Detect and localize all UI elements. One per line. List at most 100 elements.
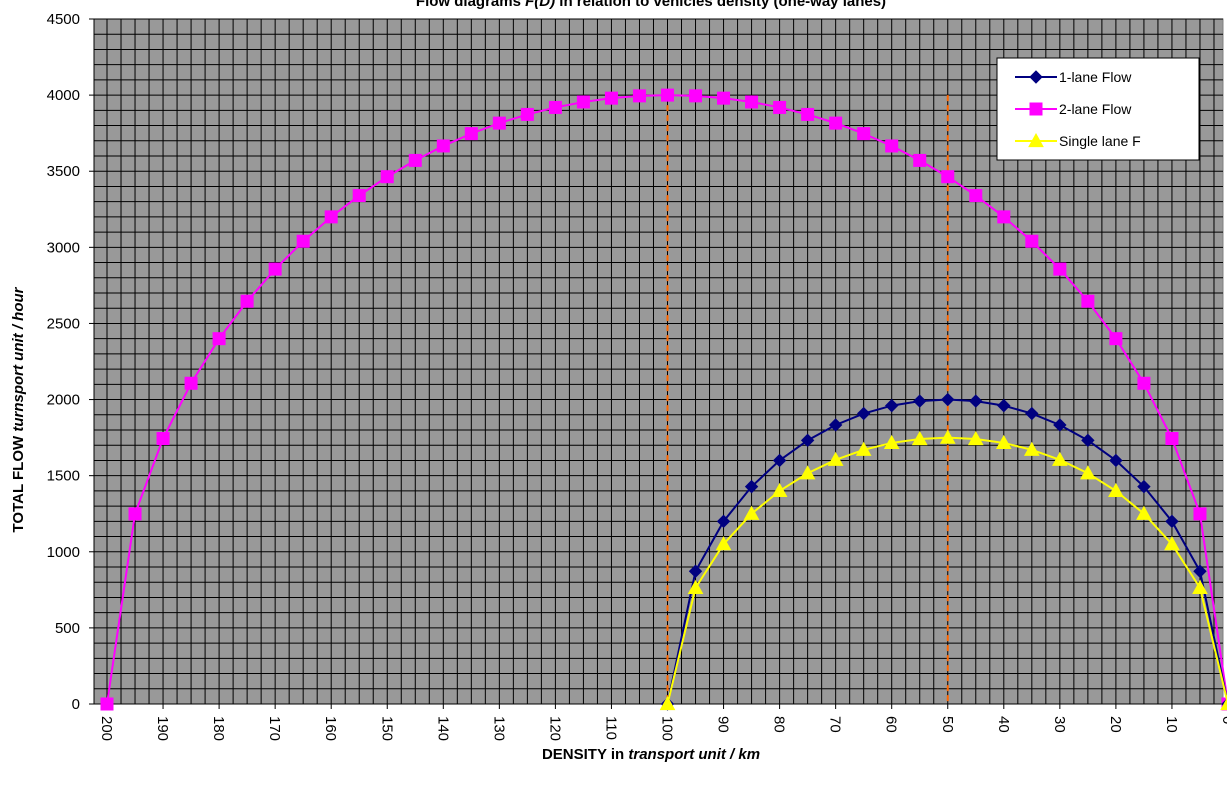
single-lane-f-point: [995, 434, 1012, 450]
2-lane-flow-point: [408, 153, 422, 167]
2-lane-flow-point: [1081, 294, 1095, 308]
y-tick-label: 2500: [47, 315, 80, 332]
single-lane-f-point: [1136, 505, 1152, 520]
y-tick-label: 2000: [47, 392, 80, 409]
2-lane-flow-point: [100, 697, 114, 711]
2-lane-flow-point: [352, 189, 366, 203]
1-lane-flow-point: [884, 398, 899, 413]
legend: 1-lane Flow 2-lane Flow Single lane F: [996, 57, 1200, 161]
y-tick-label: 4500: [47, 11, 80, 28]
y-axis-ticks: 0 500 1000 1500 2000 2500 3000 3500 4000 4500: [47, 11, 94, 713]
x-tick-label: 50: [939, 716, 956, 733]
single-lane-f-point: [1192, 579, 1208, 594]
2-lane-flow-point: [548, 100, 562, 114]
2-lane-flow-point: [801, 107, 815, 121]
2-lane-flow-point: [1193, 507, 1207, 521]
series-2-lane-flow: [100, 88, 1227, 711]
chart-title: Flow diagrams F(D) in relation to vehicl…: [416, 0, 886, 10]
single-lane-f-point: [799, 465, 816, 480]
y-axis-title: TOTAL FLOW turnsport unit / hour: [10, 286, 27, 532]
2-lane-flow-point: [997, 210, 1011, 224]
1-lane-flow-point: [969, 394, 983, 408]
2-lane-flow-point: [717, 91, 731, 105]
x-tick-label: 160: [322, 716, 339, 741]
2-lane-flow-point: [941, 170, 955, 184]
y-tick-label: 1000: [47, 544, 80, 561]
x-tick-label: 130: [490, 716, 507, 741]
1-lane-flow-point: [1165, 514, 1179, 529]
1-lane-flow-point: [1137, 479, 1151, 494]
x-tick-label: 60: [883, 716, 900, 733]
1-lane-flow-point: [913, 394, 927, 408]
2-lane-flow-point: [913, 153, 927, 167]
y-tick-label: 3500: [47, 163, 80, 180]
y-tick-label: 500: [55, 620, 80, 637]
x-tick-label: 70: [827, 716, 844, 733]
1-lane-flow-point: [941, 392, 955, 407]
x-tick-label: 120: [546, 716, 563, 741]
2-lane-flow-point: [156, 432, 170, 446]
2-lane-flow-point: [745, 95, 759, 109]
single-lane-f-point: [967, 430, 984, 446]
2-lane-flow-point: [885, 139, 899, 153]
1-lane-flow-point: [716, 514, 731, 529]
single-lane-f-point: [743, 505, 760, 520]
y-tick-label: 0: [72, 696, 80, 713]
x-tick-label: 80: [771, 716, 788, 733]
y-tick-label: 3000: [47, 239, 80, 256]
1-lane-flow-point: [1053, 418, 1067, 432]
2-lane-flow-point: [661, 88, 674, 102]
1-lane-flow-point: [1081, 433, 1095, 448]
single-lane-f-point: [911, 430, 928, 446]
x-axis-title: DENSITY in transport unit / km: [542, 746, 760, 763]
x-tick-label: 190: [154, 716, 171, 741]
single-lane-f-point: [1052, 451, 1068, 466]
x-tick-label: 20: [1107, 716, 1124, 733]
2-lane-flow-point: [1137, 376, 1151, 390]
x-tick-label: 170: [266, 716, 283, 741]
2-lane-flow-point: [184, 376, 198, 390]
x-tick-label: 40: [995, 716, 1012, 733]
legend-single-lane-f-label: Single lane F: [1059, 133, 1141, 149]
x-axis-ticks: 200 190 180 170 160 150 140 130 120 110 100 90 80 70 6…: [98, 704, 1227, 741]
single-lane-f-point: [1220, 697, 1227, 711]
1-lane-flow-point: [856, 406, 871, 421]
single-lane-f-point: [1164, 536, 1180, 551]
2-lane-flow-point: [380, 170, 394, 184]
y-tick-label: 4000: [47, 87, 80, 104]
2-lane-flow-point: [632, 89, 646, 103]
1-lane-flow-point: [1193, 564, 1207, 578]
2-lane-flow-point: [464, 127, 478, 141]
y-tick-label: 1500: [47, 468, 80, 485]
single-lane-f-point: [659, 695, 676, 711]
2-lane-flow-point: [492, 116, 506, 130]
1-lane-flow-point: [688, 564, 703, 578]
legend-1-lane-flow-point: [1029, 70, 1043, 84]
x-tick-label: 100: [659, 716, 676, 741]
2-lane-flow-point: [1165, 432, 1179, 446]
2-lane-flow-point: [296, 234, 310, 248]
legend-single-lane-f-point: [1028, 132, 1044, 148]
x-tick-label: 200: [98, 716, 115, 741]
single-lane-f-point: [687, 579, 704, 594]
single-lane-f-point: [827, 451, 844, 466]
2-lane-flow-point: [128, 507, 142, 521]
single-lane-f-point: [1108, 482, 1124, 497]
2-lane-flow-point: [829, 116, 843, 130]
2-lane-flow-point: [969, 189, 983, 203]
single-lane-f-point: [1080, 465, 1096, 480]
2-lane-flow-point: [520, 107, 534, 121]
2-lane-flow-point: [240, 294, 254, 308]
1-lane-flow-point: [800, 433, 815, 448]
x-tick-label: 140: [434, 716, 451, 741]
1-lane-flow-point: [1109, 453, 1123, 468]
x-tick-label: 150: [378, 716, 395, 741]
single-lane-f-point: [771, 482, 788, 497]
1-lane-flow-point: [828, 418, 843, 432]
1-lane-flow-point: [997, 398, 1011, 413]
single-lane-f-point: [939, 429, 956, 444]
2-lane-flow-point: [604, 91, 618, 105]
x-tick-label: 90: [715, 716, 732, 733]
2-lane-flow-point: [1025, 234, 1039, 248]
